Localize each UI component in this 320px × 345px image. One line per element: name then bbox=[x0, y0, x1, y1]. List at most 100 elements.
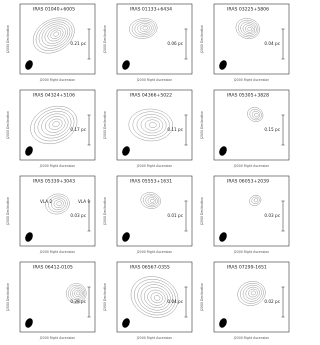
contour bbox=[68, 284, 86, 303]
beam bbox=[25, 60, 33, 70]
contour bbox=[128, 108, 173, 142]
contour bbox=[132, 111, 170, 139]
contour bbox=[72, 288, 83, 299]
panel-title: IRAS 05553+1631 bbox=[130, 179, 172, 185]
y-axis-label: J2000 Declination bbox=[200, 111, 204, 140]
beam bbox=[122, 318, 130, 328]
contour bbox=[238, 19, 259, 38]
contour bbox=[37, 111, 72, 139]
y-axis-label: J2000 Declination bbox=[6, 25, 10, 54]
contour bbox=[137, 23, 152, 34]
contour bbox=[137, 281, 174, 313]
contour bbox=[45, 193, 70, 215]
figure: IRAS 01040+6005 0.21 pc J2000 Right Ascens… bbox=[6, 3, 290, 340]
contour bbox=[153, 295, 161, 301]
contour bbox=[48, 118, 63, 130]
beam bbox=[219, 318, 227, 328]
panel: IRAS 03225+5806 0.04 pc J2000 Right Ascens… bbox=[200, 3, 290, 82]
contour bbox=[249, 195, 262, 206]
contour bbox=[134, 21, 154, 36]
contour bbox=[41, 113, 69, 136]
contour bbox=[66, 283, 87, 304]
x-axis-label: J2000 Right Ascension bbox=[233, 250, 270, 254]
contour bbox=[253, 198, 259, 203]
y-axis-label: J2000 Declination bbox=[200, 25, 204, 54]
contour bbox=[56, 201, 62, 206]
panel-title: IRAS 05339+3043 bbox=[33, 179, 75, 185]
contour bbox=[129, 18, 158, 39]
contour bbox=[30, 105, 78, 145]
contour bbox=[38, 21, 71, 49]
beam bbox=[25, 318, 33, 328]
contour bbox=[251, 196, 260, 204]
y-axis-label: J2000 Declination bbox=[200, 283, 204, 312]
scale-label: 0.06 pc bbox=[167, 41, 183, 46]
source-label: VLA 2 bbox=[40, 199, 52, 204]
panel-title: IRAS 06412-0105 bbox=[33, 265, 73, 271]
contour bbox=[140, 284, 171, 311]
contour bbox=[247, 107, 264, 122]
panel: IRAS 07299-1651 0.02 pc J2000 Right Ascens… bbox=[200, 261, 290, 340]
scale-label: 0.04 pc bbox=[264, 41, 280, 46]
beam bbox=[219, 146, 227, 156]
panel: IRAS 06053+2039 0.03 pc J2000 Right Ascens… bbox=[200, 175, 290, 254]
y-axis-label: J2000 Declination bbox=[103, 25, 107, 54]
contour bbox=[145, 195, 158, 206]
contour bbox=[52, 121, 60, 128]
contour bbox=[150, 198, 155, 203]
scale-label: 0.21 pc bbox=[70, 41, 86, 46]
contour bbox=[50, 197, 66, 211]
x-axis-label: J2000 Right Ascension bbox=[136, 336, 173, 340]
contour bbox=[240, 283, 264, 304]
contour bbox=[249, 109, 262, 121]
y-axis-label: J2000 Declination bbox=[103, 111, 107, 140]
scale-label: 0.03 pc bbox=[264, 213, 280, 218]
panel-title: IRAS 04366+5022 bbox=[130, 93, 172, 99]
scale-label: 0.28 pc bbox=[70, 299, 86, 304]
contour bbox=[147, 197, 157, 205]
contour bbox=[47, 27, 64, 42]
y-axis-label: J2000 Declination bbox=[6, 111, 10, 140]
scale-label: 0.02 pc bbox=[264, 299, 280, 304]
panel: IRAS 06567-0355 0.04 pc J2000 Right Ascens… bbox=[103, 261, 193, 340]
y-axis-label: J2000 Declination bbox=[103, 197, 107, 226]
contour bbox=[35, 19, 73, 51]
contour bbox=[48, 195, 68, 213]
contour bbox=[50, 29, 62, 39]
x-axis-label: J2000 Right Ascension bbox=[39, 164, 76, 168]
contour bbox=[237, 281, 266, 306]
contour bbox=[248, 288, 258, 298]
beam bbox=[25, 146, 33, 156]
contour bbox=[74, 289, 82, 297]
panel-title: IRAS 03225+5806 bbox=[227, 7, 269, 13]
x-axis-label: J2000 Right Ascension bbox=[39, 78, 76, 82]
panel-title: IRAS 01133+6434 bbox=[130, 7, 172, 13]
beam bbox=[122, 146, 130, 156]
contour bbox=[150, 292, 163, 304]
contour bbox=[240, 21, 257, 36]
x-axis-label: J2000 Right Ascension bbox=[136, 78, 173, 82]
panel: IRAS 05305+3828 0.15 pc J2000 Right Ascens… bbox=[200, 89, 290, 168]
panel-title: IRAS 06567-0355 bbox=[130, 265, 170, 271]
contour bbox=[242, 23, 256, 35]
source-label: VLA 1 bbox=[78, 199, 90, 204]
contour bbox=[245, 286, 260, 300]
scale-label: 0.17 pc bbox=[70, 127, 86, 132]
panel-title: IRAS 06053+2039 bbox=[227, 179, 269, 185]
contour bbox=[53, 199, 64, 208]
scale-label: 0.15 pc bbox=[264, 127, 280, 132]
x-axis-label: J2000 Right Ascension bbox=[233, 336, 270, 340]
y-axis-label: J2000 Declination bbox=[6, 283, 10, 312]
contour bbox=[134, 278, 176, 316]
y-axis-label: J2000 Declination bbox=[6, 197, 10, 226]
panel: IRAS 05339+3043 0.03 pc VLA 2 VLA 1 J2000 Ri… bbox=[6, 175, 96, 254]
contour bbox=[148, 122, 157, 128]
beam bbox=[219, 232, 227, 242]
contour bbox=[41, 23, 68, 47]
contour bbox=[144, 287, 168, 309]
panel-title: IRAS 05305+3828 bbox=[227, 93, 269, 99]
contour bbox=[44, 25, 66, 44]
contour bbox=[45, 116, 66, 133]
panel: IRAS 06412-0105 0.28 pc J2000 Right Ascens… bbox=[6, 261, 96, 340]
x-axis-label: J2000 Right Ascension bbox=[233, 78, 270, 82]
